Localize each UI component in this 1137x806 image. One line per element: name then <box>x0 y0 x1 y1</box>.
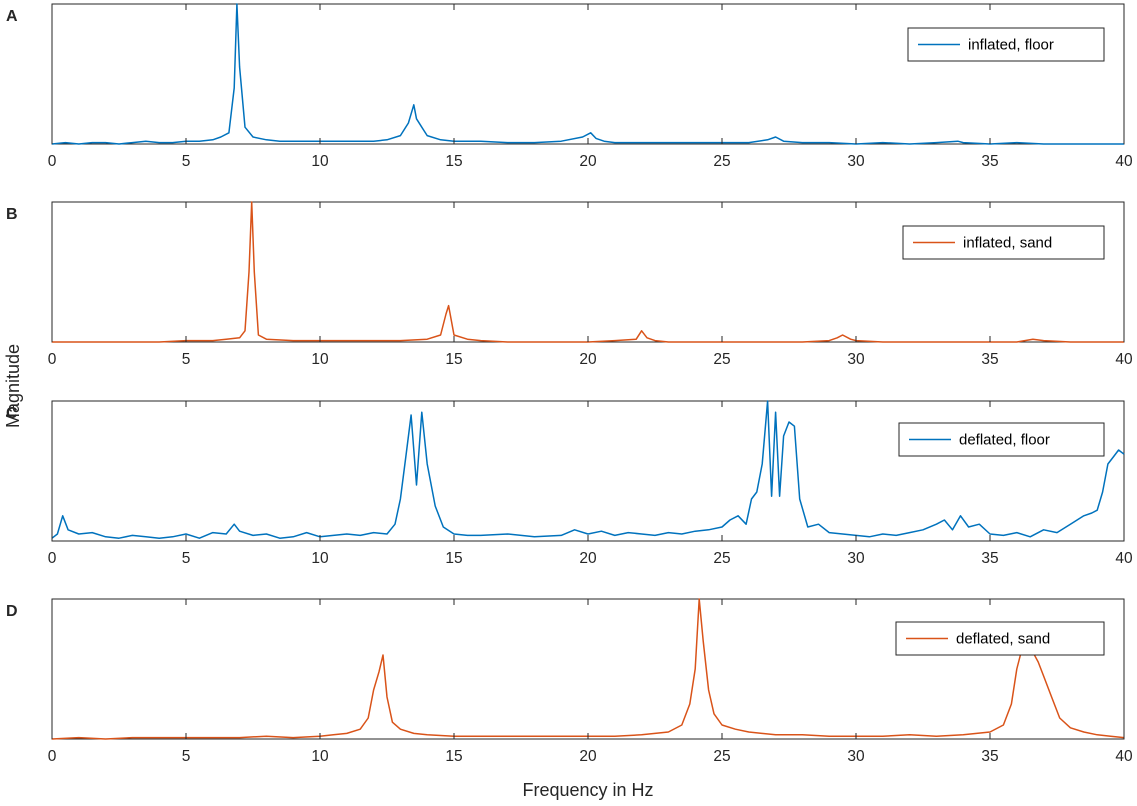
x-tick-label: 15 <box>445 550 462 567</box>
x-tick-label: 0 <box>48 351 57 368</box>
panel-a: A 0 5 10 15 20 25 30 35 40 inflated, floor <box>6 3 1133 170</box>
series-line <box>51 400 1125 539</box>
x-tick-label: 30 <box>847 550 865 567</box>
x-tick-label: 10 <box>311 550 329 567</box>
x-tick-label: 5 <box>182 550 191 567</box>
x-tick-label: 10 <box>311 748 329 765</box>
legend: deflated, sand <box>895 621 1105 656</box>
y-axis-title: Magnitude <box>3 344 23 428</box>
panel-letter: D <box>6 603 18 620</box>
panel-b: B 0 5 10 15 20 25 30 35 40 inflated, sand <box>6 201 1133 368</box>
x-tick-label: 0 <box>48 550 57 567</box>
x-tick-label: 10 <box>311 351 329 368</box>
panel-letter: A <box>6 8 18 25</box>
x-tick-label: 40 <box>1115 550 1133 567</box>
x-tick-label: 20 <box>579 351 597 368</box>
legend: inflated, floor <box>907 27 1105 62</box>
x-tick-label: 15 <box>445 748 462 765</box>
x-tick-label: 25 <box>713 550 730 567</box>
x-tick-label: 30 <box>847 153 865 170</box>
x-tick-label: 35 <box>981 748 998 765</box>
x-tick-label: 20 <box>579 153 597 170</box>
panel-letter: B <box>6 206 18 223</box>
x-tick-label: 0 <box>48 748 57 765</box>
x-tick-label: 5 <box>182 748 191 765</box>
x-tick-label: 25 <box>713 351 730 368</box>
panel-letter: C <box>6 405 18 422</box>
x-tick-label: 40 <box>1115 748 1133 765</box>
x-tick-label: 35 <box>981 351 998 368</box>
x-tick-label: 5 <box>182 351 191 368</box>
x-tick-label: 25 <box>713 153 730 170</box>
panels-group: A 0 5 10 15 20 25 30 35 40 inflated, floor B 0 5 10 15 2… <box>6 3 1133 765</box>
series-line <box>52 201 1124 343</box>
series-line <box>51 3 1124 145</box>
plot-area <box>51 3 1125 145</box>
x-tick-label: 10 <box>311 153 329 170</box>
x-axis-title: Frequency in Hz <box>522 780 653 800</box>
x-tick-label: 15 <box>445 153 462 170</box>
x-tick-label: 0 <box>48 153 57 170</box>
x-tick-label: 20 <box>579 550 597 567</box>
x-tick-label: 40 <box>1115 153 1133 170</box>
x-tick-label: 30 <box>847 351 865 368</box>
x-tick-label: 30 <box>847 748 865 765</box>
x-tick-label: 35 <box>981 550 998 567</box>
x-tick-label: 35 <box>981 153 998 170</box>
x-tick-label: 5 <box>182 153 191 170</box>
legend-label: inflated, floor <box>968 37 1054 54</box>
x-tick-label: 40 <box>1115 351 1133 368</box>
legend: inflated, sand <box>902 225 1105 260</box>
x-tick-label: 15 <box>445 351 462 368</box>
legend: deflated, floor <box>898 422 1105 457</box>
panel-d: D 0 5 10 15 20 25 30 35 40 deflated, sand <box>6 598 1133 765</box>
legend-label: inflated, sand <box>963 235 1052 252</box>
plot-area <box>51 598 1125 740</box>
x-tick-label: 25 <box>713 748 730 765</box>
plot-area <box>51 201 1125 343</box>
x-tick-label: 20 <box>579 748 597 765</box>
legend-label: deflated, floor <box>959 432 1050 449</box>
panel-c: C 0 5 10 15 20 25 30 35 40 deflated, floor <box>6 400 1133 567</box>
legend-label: deflated, sand <box>956 631 1050 648</box>
